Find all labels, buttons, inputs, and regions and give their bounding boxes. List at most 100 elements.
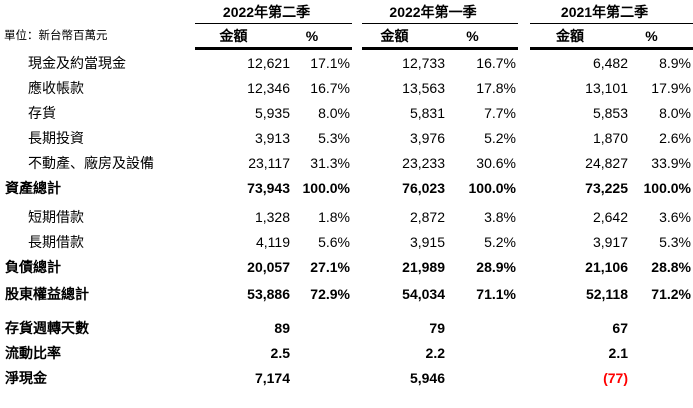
amount-cell: 76,023 xyxy=(402,179,445,196)
amount-cell: 53,886 xyxy=(247,285,290,302)
amount-cell: 73,225 xyxy=(585,179,628,196)
column-gap xyxy=(352,150,362,175)
amount-cell: 67 xyxy=(612,319,628,336)
percent-cell xyxy=(290,315,352,340)
amount-column-header: 金額 xyxy=(362,24,445,50)
amount-cell: (77) xyxy=(603,369,628,386)
column-gap xyxy=(518,100,530,125)
column-gap xyxy=(352,315,362,340)
percent-cell: 5.2% xyxy=(484,129,516,146)
amount-cell: 2.2 xyxy=(425,344,445,361)
row-label: 長期借款 xyxy=(28,233,84,250)
amount-cell: 2,872 xyxy=(409,208,445,225)
amount-cell: 5,946 xyxy=(409,369,445,386)
column-gap xyxy=(518,50,530,75)
amount-cell: 1,328 xyxy=(254,208,290,225)
amount-cell: 3,915 xyxy=(409,233,445,250)
percent-cell: 16.7% xyxy=(310,79,350,96)
column-gap xyxy=(518,315,530,340)
column-gap xyxy=(518,175,530,200)
percent-column-header: % xyxy=(628,24,693,50)
column-gap xyxy=(518,365,530,390)
column-gap xyxy=(352,340,362,365)
percent-cell: 1.8% xyxy=(318,208,350,225)
percent-cell: 33.9% xyxy=(651,154,691,171)
amount-cell: 3,917 xyxy=(592,233,628,250)
percent-cell xyxy=(628,315,693,340)
row-label: 短期借款 xyxy=(28,208,84,225)
amount-cell: 5,853 xyxy=(592,104,628,121)
column-gap xyxy=(518,281,530,306)
column-gap xyxy=(352,175,362,200)
percent-cell: 8.9% xyxy=(659,54,691,71)
amount-cell: 21,106 xyxy=(585,258,628,275)
balance-sheet-grid: 2022年第二季 2022年第一季 2021年第二季 單位：新台幣百萬元 金額 … xyxy=(0,0,693,390)
amount-cell: 20,057 xyxy=(247,258,290,275)
amount-cell: 2.1 xyxy=(608,344,628,361)
percent-cell xyxy=(445,365,518,390)
percent-cell: 17.8% xyxy=(476,79,516,96)
amount-cell: 23,233 xyxy=(402,154,445,171)
percent-cell: 100.0% xyxy=(468,179,516,196)
amount-cell: 4,119 xyxy=(256,233,290,250)
percent-cell: 2.6% xyxy=(659,129,691,146)
percent-cell: 3.6% xyxy=(659,208,691,225)
row-label: 存貨週轉天數 xyxy=(5,319,89,336)
percent-column-header: % xyxy=(290,24,352,50)
percent-cell: 17.9% xyxy=(651,79,691,96)
percent-cell xyxy=(445,315,518,340)
percent-cell: 31.3% xyxy=(310,154,350,171)
percent-cell: 16.7% xyxy=(476,54,516,71)
amount-cell: 24,827 xyxy=(585,154,628,171)
percent-cell xyxy=(290,365,352,390)
percent-cell xyxy=(290,340,352,365)
row-label: 長期投資 xyxy=(28,129,84,146)
corner-spacer xyxy=(0,0,195,24)
amount-cell: 1,870 xyxy=(592,129,628,146)
percent-cell: 28.9% xyxy=(476,258,516,275)
column-gap xyxy=(352,254,362,279)
row-label: 存貨 xyxy=(28,104,56,121)
percent-cell: 5.3% xyxy=(659,233,691,250)
amount-cell: 12,346 xyxy=(247,79,290,96)
column-gap xyxy=(518,75,530,100)
amount-cell: 3,976 xyxy=(409,129,445,146)
column-gap xyxy=(518,150,530,175)
percent-cell: 17.1% xyxy=(310,54,350,71)
percent-cell xyxy=(445,340,518,365)
amount-cell: 2,642 xyxy=(592,208,628,225)
amount-cell: 2.5 xyxy=(270,344,290,361)
amount-column-header: 金額 xyxy=(195,24,290,50)
percent-cell: 28.8% xyxy=(651,258,691,275)
amount-cell: 13,101 xyxy=(585,79,628,96)
percent-cell: 3.8% xyxy=(484,208,516,225)
amount-cell: 5,935 xyxy=(254,104,290,121)
percent-cell: 71.1% xyxy=(476,285,516,302)
percent-cell: 5.3% xyxy=(318,129,350,146)
percent-column-header: % xyxy=(445,24,518,50)
amount-cell: 89 xyxy=(274,319,290,336)
column-gap xyxy=(518,340,530,365)
column-gap xyxy=(352,100,362,125)
amount-cell: 52,118 xyxy=(585,285,628,302)
amount-cell: 3,913 xyxy=(254,129,290,146)
column-gap xyxy=(352,125,362,150)
percent-cell: 7.7% xyxy=(484,104,516,121)
column-gap xyxy=(352,281,362,306)
column-gap xyxy=(352,365,362,390)
amount-cell: 13,563 xyxy=(402,79,445,96)
amount-cell: 21,989 xyxy=(402,258,445,275)
percent-cell xyxy=(628,365,693,390)
row-label: 現金及約當現金 xyxy=(28,54,126,71)
percent-cell: 27.1% xyxy=(310,258,350,275)
period-header-q1-2022: 2022年第一季 xyxy=(362,0,518,24)
column-gap xyxy=(352,50,362,75)
row-label: 淨現金 xyxy=(5,369,47,386)
percent-cell: 30.6% xyxy=(476,154,516,171)
column-gap xyxy=(352,24,362,50)
percent-cell: 72.9% xyxy=(310,285,350,302)
column-gap xyxy=(518,204,530,229)
amount-cell: 54,034 xyxy=(402,285,445,302)
column-gap xyxy=(352,0,362,24)
